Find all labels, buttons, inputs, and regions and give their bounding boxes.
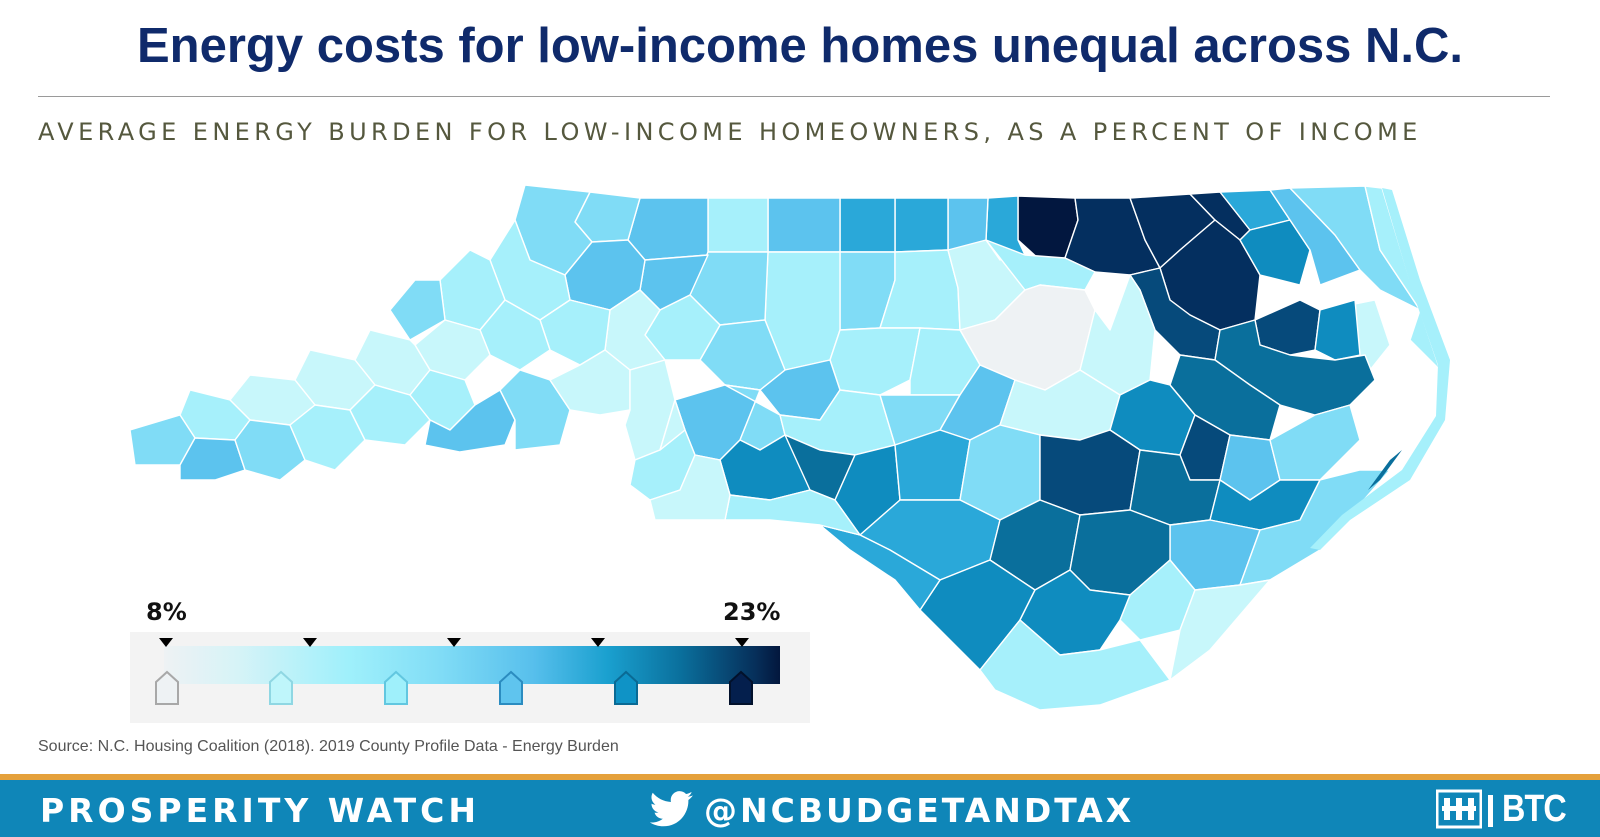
legend-stop-marker [269,670,293,705]
county [649,454,731,521]
county [499,369,571,451]
county [659,399,686,451]
source-note: Source: N.C. Housing Coalition (2018). 2… [38,738,619,755]
page-title: Energy costs for low-income homes unequa… [136,19,1464,73]
legend-max-label: 23% [723,598,781,626]
county-layer [129,184,1441,711]
legend-tick [735,638,749,647]
logo-separator [1488,795,1493,827]
btc-logo-mark-icon [1436,789,1482,829]
legend-stop-marker [614,670,638,705]
map-legend: 8% 23% [130,598,810,723]
county [724,489,861,536]
county [627,197,709,261]
county [389,279,446,341]
legend-min-label: 8% [146,598,187,626]
nc-county-map [129,184,1450,711]
btc-logo-text: BTC [1502,788,1567,830]
county [894,197,949,253]
barrier-island [1368,450,1402,490]
legend-tick [303,638,317,647]
county [707,197,769,253]
legend-stop-marker [729,670,753,705]
county [819,524,941,611]
legend-tick [159,638,173,647]
legend-tick [447,638,461,647]
map-subtitle: AVERAGE ENERGY BURDEN FOR LOW-INCOME HOM… [38,118,1422,146]
county [839,197,896,253]
twitter-bird-icon [650,791,693,827]
footer-bar: PROSPERITY WATCH @NCBUDGETANDTAX BTC [0,780,1600,837]
footer-accent-stripe [0,774,1600,780]
county [767,197,841,253]
legend-stop-marker [499,670,523,705]
legend-tick [591,638,605,647]
title-divider [38,96,1550,97]
legend-color-ramp [164,646,780,684]
county [1039,429,1141,516]
footer-handle-text: @NCBUDGETANDTAX [704,791,1135,830]
legend-stop-marker [384,670,408,705]
footer-brand-text: PROSPERITY WATCH [40,791,480,830]
county [829,327,921,396]
county [1314,299,1361,361]
county [1269,404,1361,481]
outer-banks [1310,188,1450,550]
legend-stop-marker [155,670,179,705]
county [979,619,1171,711]
barrier-island [1310,188,1450,550]
